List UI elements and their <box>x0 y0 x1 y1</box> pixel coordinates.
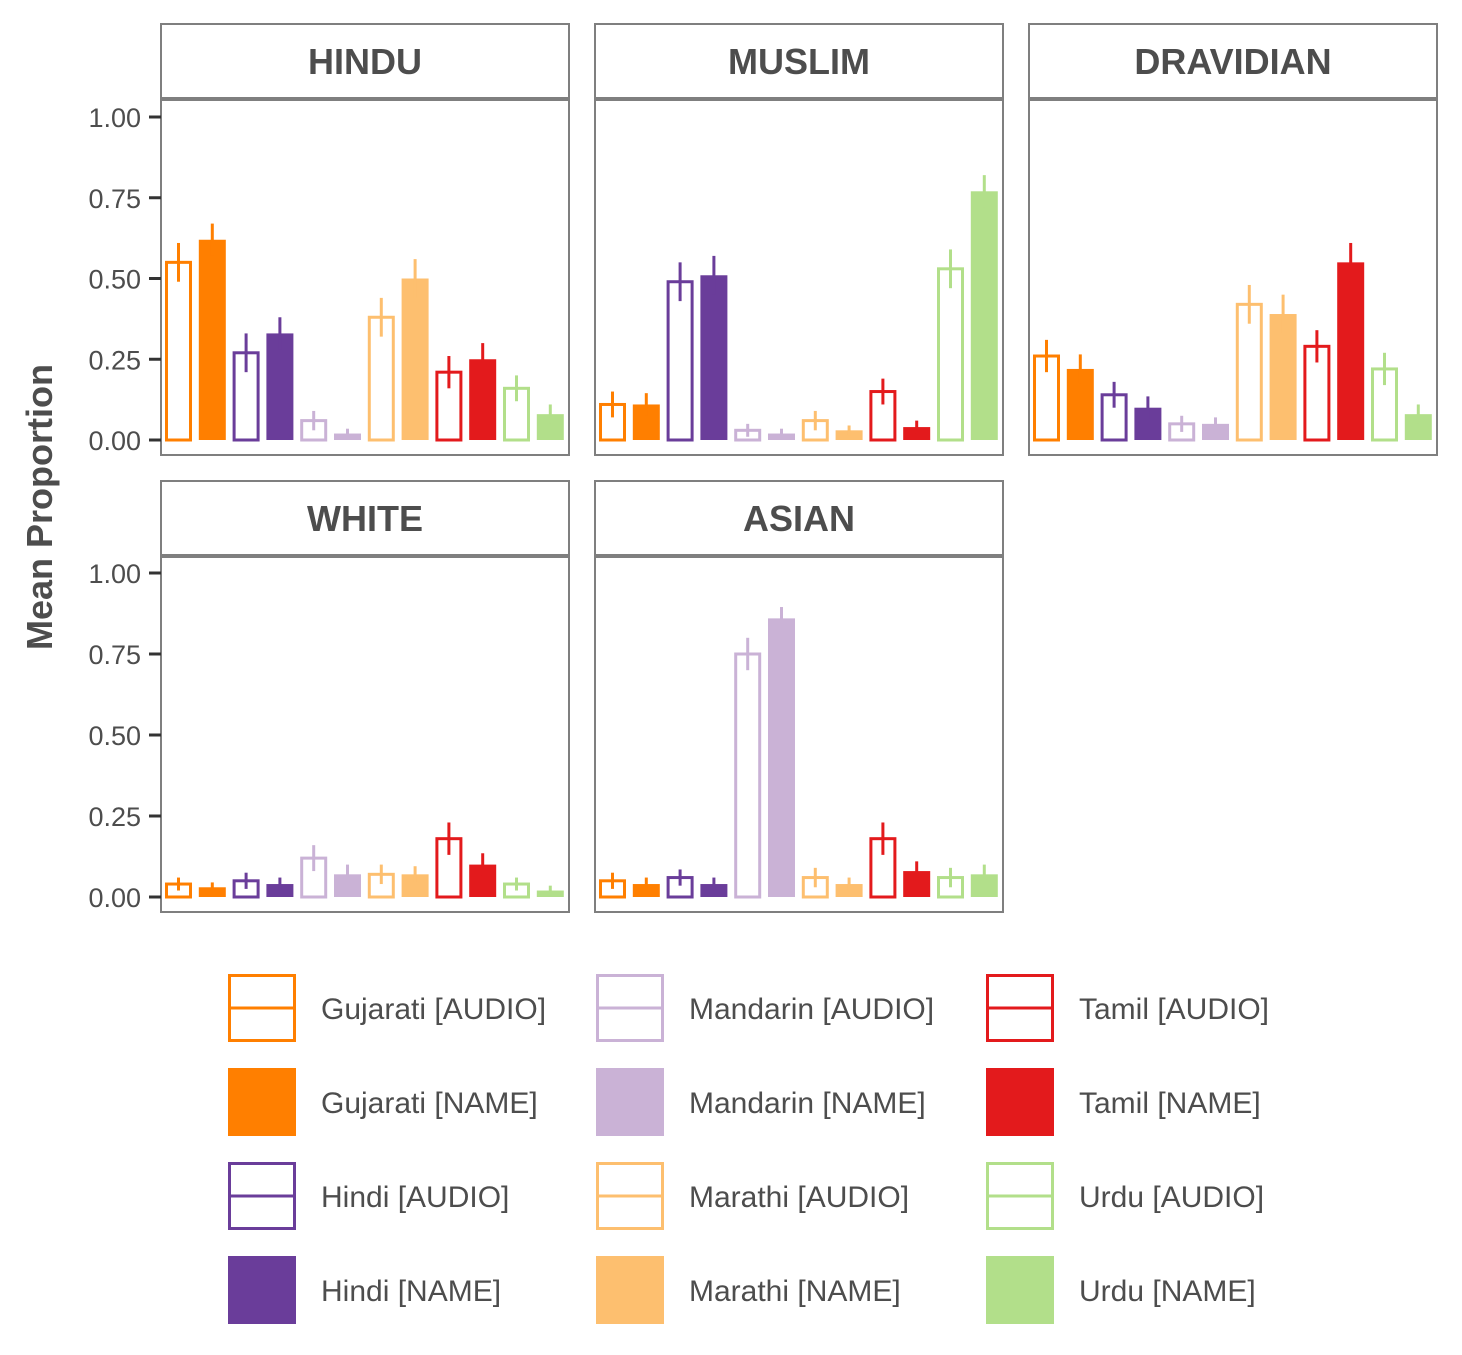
legend-item: Gujarati [NAME] <box>228 1068 538 1136</box>
legend-label: Mandarin [NAME] <box>689 1087 926 1120</box>
bar <box>1269 314 1297 440</box>
legend-item: Hindi [AUDIO] <box>228 1162 509 1230</box>
legend-item: Urdu [NAME] <box>986 1256 1256 1324</box>
facet-title: WHITE <box>307 498 423 539</box>
legend-label: Hindi [AUDIO] <box>321 1181 509 1214</box>
legend-item: Mandarin [NAME] <box>596 1068 926 1136</box>
y-tick-label: 0.75 <box>88 640 141 670</box>
y-tick-label: 0.50 <box>88 265 141 295</box>
panel-border <box>160 99 570 456</box>
legend-swatch <box>986 974 1054 1042</box>
legend-swatch <box>596 974 664 1042</box>
facet-strip <box>160 480 570 556</box>
facet-panel: HINDU 0.00 0.25 0.50 0.75 1.00 <box>88 23 570 456</box>
legend-item: Hindi [NAME] <box>228 1256 501 1324</box>
legend-swatch <box>596 1162 664 1230</box>
facet-strip <box>160 23 570 99</box>
y-tick-label: 0.25 <box>88 345 141 375</box>
facet-panels: HINDU 0.00 0.25 0.50 0.75 1.00 MUSLIM DRAVIDIAN… <box>88 23 1438 913</box>
legend-item: Mandarin [AUDIO] <box>596 974 934 1042</box>
y-tick-label: 0.00 <box>88 883 141 913</box>
panel-border <box>1028 99 1438 456</box>
facet-panel: MUSLIM <box>594 23 1004 456</box>
bar <box>401 874 429 897</box>
legend-label: Mandarin [AUDIO] <box>689 993 934 1026</box>
bar <box>768 618 795 897</box>
facet-title: ASIAN <box>743 498 855 539</box>
legend-label: Gujarati [AUDIO] <box>321 993 546 1026</box>
legend-label: Urdu [NAME] <box>1079 1275 1256 1308</box>
legend-label: Hindi [NAME] <box>321 1275 501 1308</box>
panel-border <box>594 556 1004 913</box>
legend-swatch <box>986 1256 1054 1324</box>
legend-swatch <box>596 1068 664 1136</box>
legend-item: Marathi [NAME] <box>596 1256 901 1324</box>
bar <box>970 191 998 440</box>
legend-label: Marathi [AUDIO] <box>689 1181 909 1214</box>
legend-item: Marathi [AUDIO] <box>596 1162 909 1230</box>
bar <box>334 874 361 897</box>
legend-swatch <box>986 1068 1054 1136</box>
facet-strip <box>1028 23 1438 99</box>
facet-title: HINDU <box>308 41 422 82</box>
facet-strip <box>594 23 1004 99</box>
legend-swatch <box>596 1256 664 1324</box>
y-tick-label: 0.00 <box>88 426 141 456</box>
legend: Gujarati [AUDIO] Gujarati [NAME] Hindi [AU… <box>228 974 1269 1324</box>
y-axis-title: Mean Proportion <box>19 364 60 650</box>
panel-border <box>594 99 1004 456</box>
bar <box>198 239 226 440</box>
y-tick-label: 0.25 <box>88 802 141 832</box>
legend-swatch <box>228 1068 296 1136</box>
legend-item: Tamil [AUDIO] <box>986 974 1269 1042</box>
bar <box>970 874 998 897</box>
legend-swatch <box>228 974 296 1042</box>
facet-title: MUSLIM <box>728 41 870 82</box>
y-tick-label: 1.00 <box>88 559 141 589</box>
bar <box>700 275 728 440</box>
legend-item: Urdu [AUDIO] <box>986 1162 1264 1230</box>
y-tick-label: 0.50 <box>88 721 141 751</box>
bar <box>1337 262 1365 440</box>
legend-item: Gujarati [AUDIO] <box>228 974 546 1042</box>
legend-label: Tamil [NAME] <box>1079 1087 1261 1120</box>
legend-swatch <box>986 1162 1054 1230</box>
facet-panel: ASIAN <box>594 480 1004 913</box>
y-tick-label: 0.75 <box>88 184 141 214</box>
legend-label: Marathi [NAME] <box>689 1275 901 1308</box>
facet-panel: WHITE 0.00 0.25 0.50 0.75 1.00 <box>88 480 570 913</box>
y-tick-label: 1.00 <box>88 103 141 133</box>
facet-panel: DRAVIDIAN <box>1028 23 1438 456</box>
bar <box>1202 423 1229 440</box>
legend-label: Tamil [AUDIO] <box>1079 993 1269 1026</box>
legend-item: Tamil [NAME] <box>986 1068 1261 1136</box>
legend-swatch <box>228 1162 296 1230</box>
facet-strip <box>594 480 1004 556</box>
panel-border <box>160 556 570 913</box>
bar <box>401 278 429 440</box>
legend-swatch <box>228 1256 296 1324</box>
legend-label: Gujarati [NAME] <box>321 1087 538 1120</box>
bar <box>266 333 294 440</box>
legend-label: Urdu [AUDIO] <box>1079 1181 1264 1214</box>
facet-title: DRAVIDIAN <box>1134 41 1331 82</box>
